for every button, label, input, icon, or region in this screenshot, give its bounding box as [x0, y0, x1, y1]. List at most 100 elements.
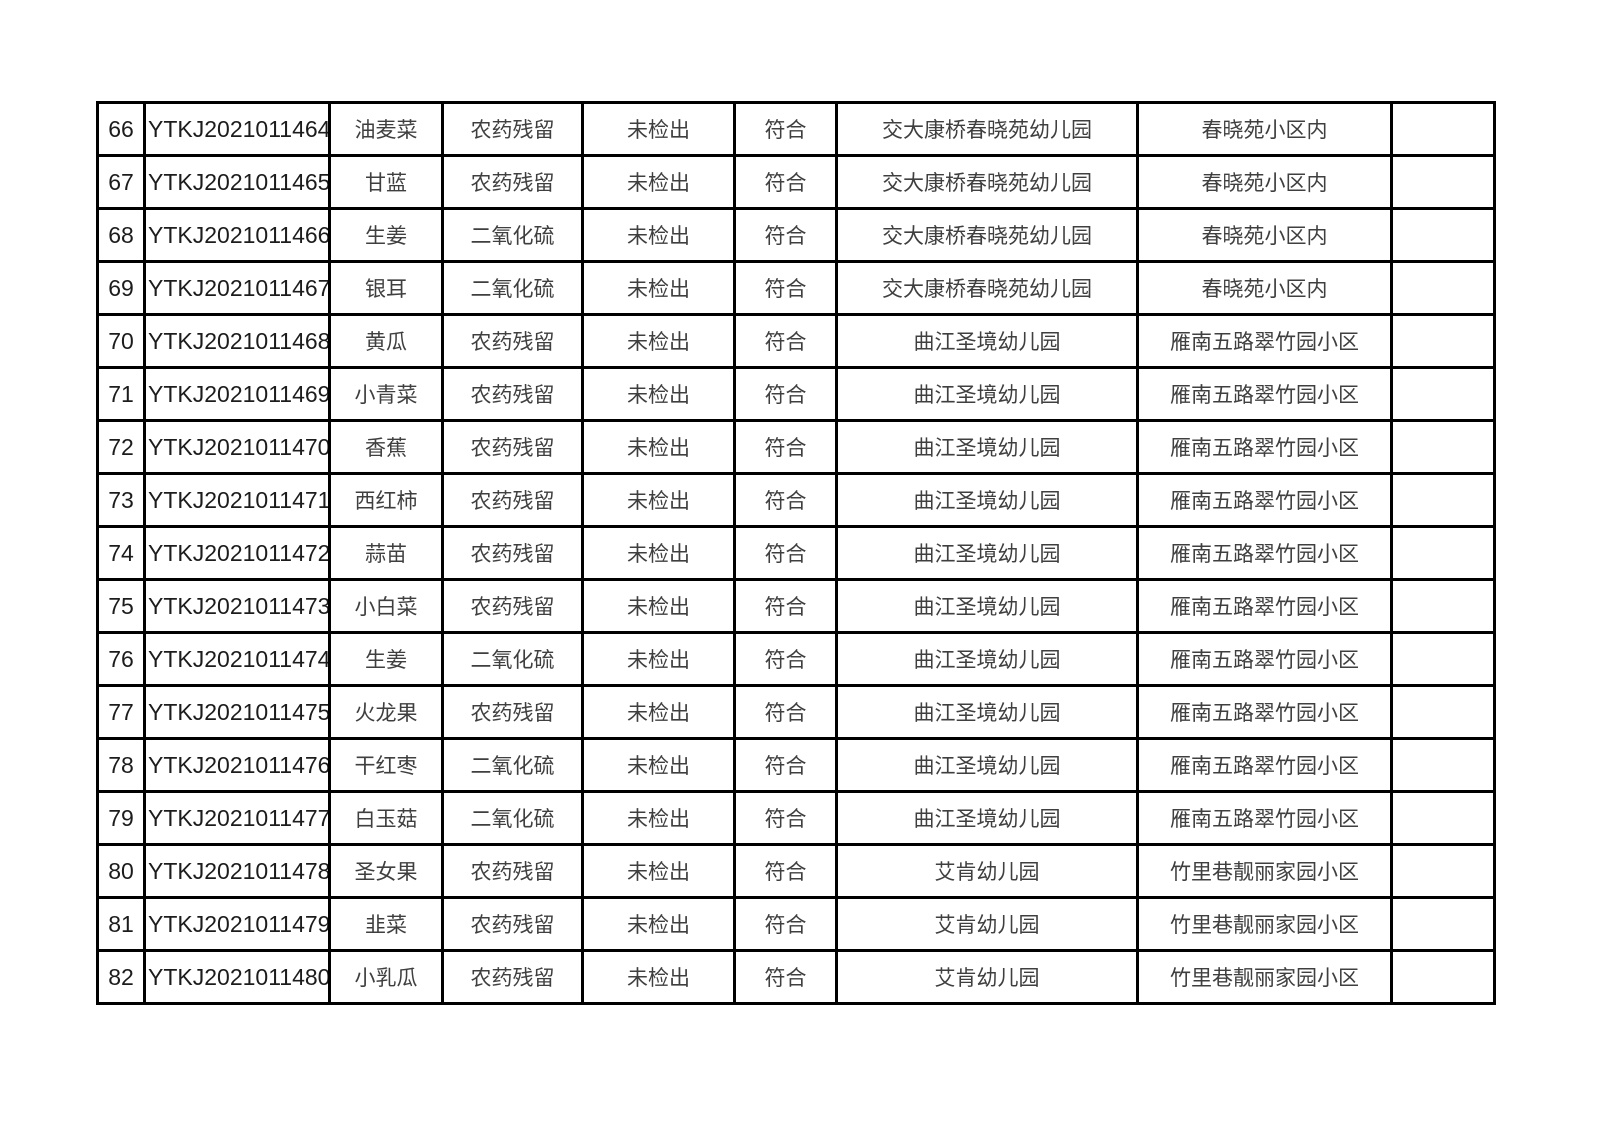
cell-test-result: 未检出 — [581, 419, 736, 475]
cell-test-item: 农药残留 — [441, 154, 584, 210]
cell-conformity: 符合 — [733, 154, 838, 210]
cell-test-result: 未检出 — [581, 631, 736, 687]
cell-food-name: 生姜 — [328, 631, 444, 687]
cell-test-result: 未检出 — [581, 843, 736, 899]
cell-remark — [1390, 366, 1496, 422]
cell-conformity: 符合 — [733, 260, 838, 316]
table-row: 70 YTKJ2021011468 黄瓜 农药残留 未检出 符合 曲江圣境幼儿园 雁南五路翠竹… — [96, 313, 1496, 369]
cell-test-item: 农药残留 — [441, 472, 584, 528]
cell-sample-site: 曲江圣境幼儿园 — [835, 419, 1139, 475]
table-row: 77 YTKJ2021011475 火龙果 农药残留 未检出 符合 曲江圣境幼儿园 雁南五路翠… — [96, 684, 1496, 740]
cell-row-number: 76 — [96, 631, 146, 687]
cell-test-item: 农药残留 — [441, 843, 584, 899]
cell-sample-site: 曲江圣境幼儿园 — [835, 366, 1139, 422]
cell-test-item: 农药残留 — [441, 896, 584, 952]
cell-site-address: 雁南五路翠竹园小区 — [1136, 525, 1393, 581]
cell-sample-code: YTKJ2021011471 — [143, 472, 331, 528]
cell-remark — [1390, 684, 1496, 740]
cell-sample-code: YTKJ2021011473 — [143, 578, 331, 634]
cell-row-number: 68 — [96, 207, 146, 263]
cell-sample-code: YTKJ2021011476 — [143, 737, 331, 793]
cell-sample-site: 交大康桥春晓苑幼儿园 — [835, 101, 1139, 157]
cell-test-item: 二氧化硫 — [441, 260, 584, 316]
cell-test-result: 未检出 — [581, 366, 736, 422]
cell-sample-code: YTKJ2021011474 — [143, 631, 331, 687]
cell-food-name: 油麦菜 — [328, 101, 444, 157]
cell-conformity: 符合 — [733, 101, 838, 157]
cell-sample-site: 曲江圣境幼儿园 — [835, 790, 1139, 846]
cell-remark — [1390, 525, 1496, 581]
cell-test-result: 未检出 — [581, 896, 736, 952]
cell-remark — [1390, 101, 1496, 157]
cell-remark — [1390, 790, 1496, 846]
table-row: 81 YTKJ2021011479 韭菜 农药残留 未检出 符合 艾肯幼儿园 竹里巷靓丽家园小… — [96, 896, 1496, 952]
cell-test-item: 农药残留 — [441, 684, 584, 740]
cell-food-name: 火龙果 — [328, 684, 444, 740]
table-row: 80 YTKJ2021011478 圣女果 农药残留 未检出 符合 艾肯幼儿园 竹里巷靓丽家园… — [96, 843, 1496, 899]
cell-test-item: 二氧化硫 — [441, 631, 584, 687]
cell-remark — [1390, 949, 1496, 1005]
cell-test-item: 农药残留 — [441, 578, 584, 634]
cell-sample-code: YTKJ2021011465 — [143, 154, 331, 210]
cell-food-name: 小乳瓜 — [328, 949, 444, 1005]
cell-sample-code: YTKJ2021011469 — [143, 366, 331, 422]
cell-remark — [1390, 631, 1496, 687]
table-row: 72 YTKJ2021011470 香蕉 农药残留 未检出 符合 曲江圣境幼儿园 雁南五路翠竹… — [96, 419, 1496, 475]
cell-test-result: 未检出 — [581, 207, 736, 263]
cell-test-result: 未检出 — [581, 949, 736, 1005]
cell-conformity: 符合 — [733, 790, 838, 846]
cell-food-name: 圣女果 — [328, 843, 444, 899]
cell-sample-site: 曲江圣境幼儿园 — [835, 737, 1139, 793]
cell-food-name: 小青菜 — [328, 366, 444, 422]
cell-sample-code: YTKJ2021011477 — [143, 790, 331, 846]
table-row: 66 YTKJ2021011464 油麦菜 农药残留 未检出 符合 交大康桥春晓苑幼儿园 春晓… — [96, 101, 1496, 157]
cell-remark — [1390, 154, 1496, 210]
cell-site-address: 雁南五路翠竹园小区 — [1136, 684, 1393, 740]
cell-remark — [1390, 737, 1496, 793]
cell-site-address: 雁南五路翠竹园小区 — [1136, 790, 1393, 846]
cell-row-number: 82 — [96, 949, 146, 1005]
cell-food-name: 香蕉 — [328, 419, 444, 475]
cell-site-address: 春晓苑小区内 — [1136, 101, 1393, 157]
cell-remark — [1390, 843, 1496, 899]
table-row: 76 YTKJ2021011474 生姜 二氧化硫 未检出 符合 曲江圣境幼儿园 雁南五路翠竹… — [96, 631, 1496, 687]
cell-row-number: 78 — [96, 737, 146, 793]
table-row: 74 YTKJ2021011472 蒜苗 农药残留 未检出 符合 曲江圣境幼儿园 雁南五路翠竹… — [96, 525, 1496, 581]
cell-row-number: 71 — [96, 366, 146, 422]
cell-test-result: 未检出 — [581, 101, 736, 157]
cell-test-result: 未检出 — [581, 260, 736, 316]
table-row: 82 YTKJ2021011480 小乳瓜 农药残留 未检出 符合 艾肯幼儿园 竹里巷靓丽家园… — [96, 949, 1496, 1005]
cell-row-number: 66 — [96, 101, 146, 157]
cell-test-item: 二氧化硫 — [441, 207, 584, 263]
cell-sample-site: 曲江圣境幼儿园 — [835, 684, 1139, 740]
cell-site-address: 竹里巷靓丽家园小区 — [1136, 843, 1393, 899]
cell-test-result: 未检出 — [581, 578, 736, 634]
cell-sample-site: 艾肯幼儿园 — [835, 896, 1139, 952]
cell-row-number: 81 — [96, 896, 146, 952]
cell-test-item: 农药残留 — [441, 525, 584, 581]
cell-row-number: 73 — [96, 472, 146, 528]
cell-sample-code: YTKJ2021011478 — [143, 843, 331, 899]
table-row: 78 YTKJ2021011476 干红枣 二氧化硫 未检出 符合 曲江圣境幼儿园 雁南五路翠… — [96, 737, 1496, 793]
cell-site-address: 雁南五路翠竹园小区 — [1136, 631, 1393, 687]
cell-row-number: 67 — [96, 154, 146, 210]
cell-test-item: 二氧化硫 — [441, 790, 584, 846]
cell-sample-site: 交大康桥春晓苑幼儿园 — [835, 207, 1139, 263]
cell-remark — [1390, 207, 1496, 263]
cell-conformity: 符合 — [733, 631, 838, 687]
cell-conformity: 符合 — [733, 737, 838, 793]
cell-conformity: 符合 — [733, 313, 838, 369]
cell-row-number: 75 — [96, 578, 146, 634]
cell-conformity: 符合 — [733, 207, 838, 263]
cell-sample-code: YTKJ2021011475 — [143, 684, 331, 740]
cell-sample-site: 曲江圣境幼儿园 — [835, 313, 1139, 369]
cell-food-name: 西红柿 — [328, 472, 444, 528]
cell-site-address: 雁南五路翠竹园小区 — [1136, 419, 1393, 475]
results-table: 66 YTKJ2021011464 油麦菜 农药残留 未检出 符合 交大康桥春晓苑幼儿园 春晓… — [96, 101, 1496, 1005]
cell-test-item: 农药残留 — [441, 949, 584, 1005]
cell-row-number: 79 — [96, 790, 146, 846]
cell-remark — [1390, 472, 1496, 528]
cell-site-address: 竹里巷靓丽家园小区 — [1136, 896, 1393, 952]
cell-remark — [1390, 896, 1496, 952]
cell-sample-site: 曲江圣境幼儿园 — [835, 525, 1139, 581]
